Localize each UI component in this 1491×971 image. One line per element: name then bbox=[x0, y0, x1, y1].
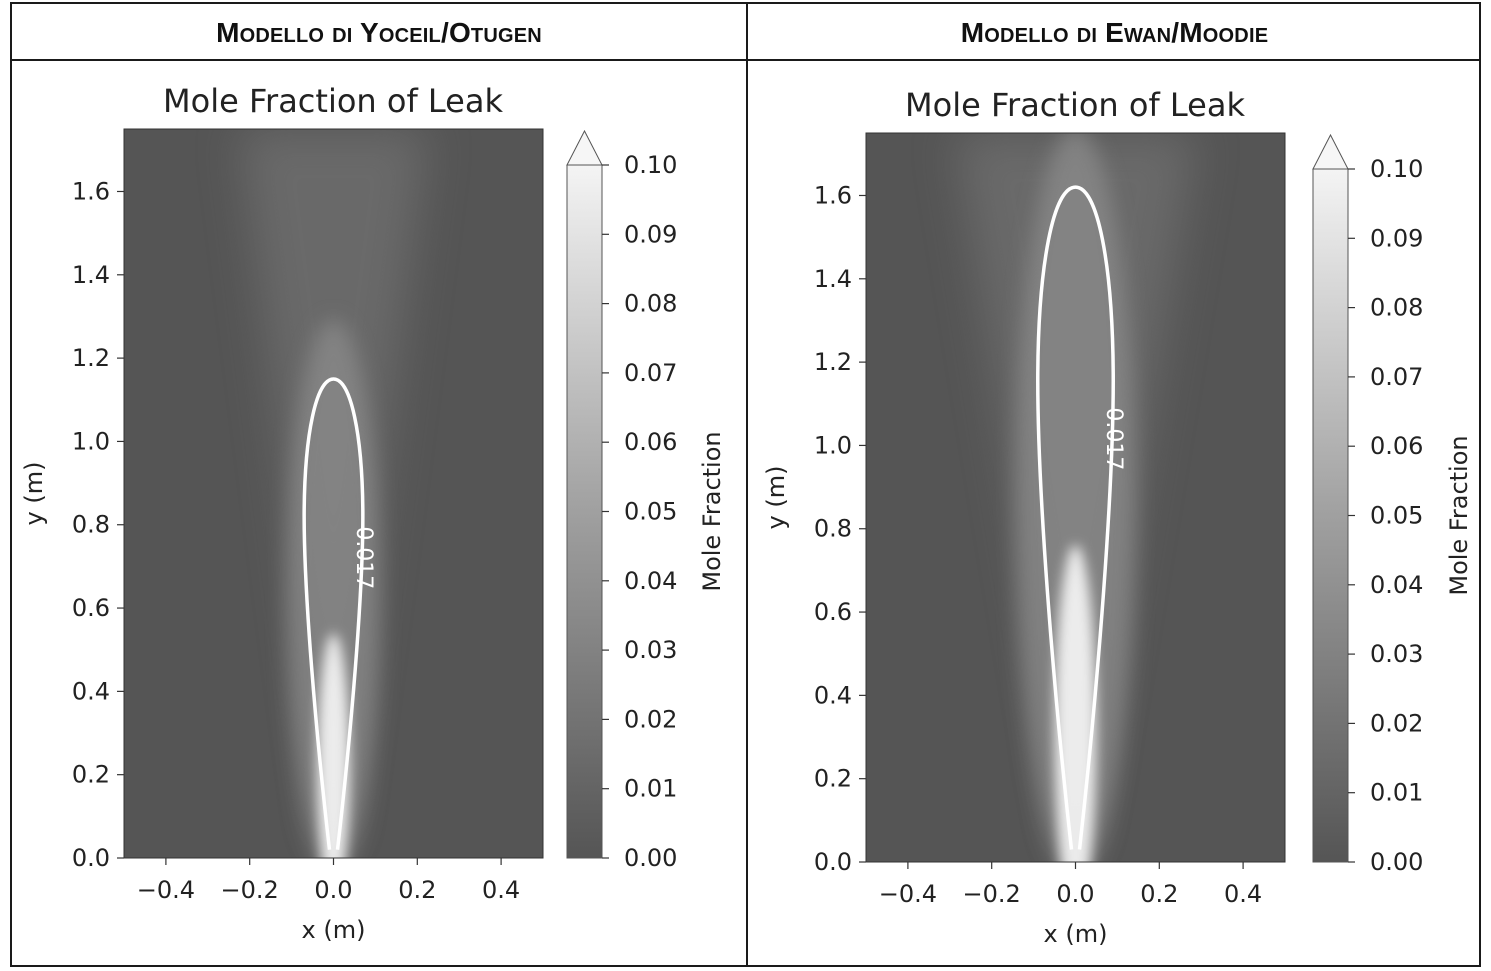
p1-y-tick-label: 1.0 bbox=[72, 427, 110, 455]
p1-y-tick-label: 0.8 bbox=[72, 511, 110, 539]
p2-chart-title: Mole Fraction of Leak bbox=[905, 86, 1245, 124]
p1-plume-core bbox=[317, 633, 350, 858]
p2-y-tick-label: 0.2 bbox=[814, 765, 852, 793]
p2-x-axis-label: x (m) bbox=[1044, 920, 1108, 948]
p2-plume-mid bbox=[1015, 133, 1136, 862]
p1-x-tick-label: 0.2 bbox=[398, 876, 436, 904]
p2-x-tick-label: −0.2 bbox=[963, 880, 1021, 908]
p2-colorbar bbox=[1312, 168, 1349, 863]
p2-colorbar-tick-label: 0.09 bbox=[1370, 224, 1423, 252]
p2-y-tick-label: 0.6 bbox=[814, 598, 852, 626]
p1-x-tick-label: −0.2 bbox=[221, 876, 279, 904]
p2-y-tick-label: 0.4 bbox=[814, 681, 852, 709]
p2-colorbar-tick-label: 0.02 bbox=[1370, 709, 1423, 737]
p1-contour-line bbox=[302, 377, 365, 850]
p1-x-tick-label: 0.0 bbox=[314, 876, 352, 904]
p2-x-tick-label: −0.4 bbox=[879, 880, 937, 908]
p2-x-tick-label: 0.4 bbox=[1224, 880, 1262, 908]
column-divider bbox=[746, 4, 748, 965]
p2-colorbar-tick-label: 0.03 bbox=[1370, 640, 1423, 668]
p2-y-tick-label: 0.8 bbox=[814, 515, 852, 543]
p1-colorbar-tick-label: 0.03 bbox=[624, 636, 677, 664]
p2-y-tick-label: 1.2 bbox=[814, 348, 852, 376]
p2-y-tick-label: 1.0 bbox=[814, 431, 852, 459]
p2-colorbar-tick-label: 0.04 bbox=[1370, 571, 1423, 599]
p1-contour-label: 0.017 bbox=[351, 526, 376, 589]
p1-y-axis-label: y (m) bbox=[20, 462, 48, 526]
p1-y-tick-label: 1.2 bbox=[72, 344, 110, 372]
p2-colorbar-tick-label: 0.10 bbox=[1370, 155, 1423, 183]
p2-colorbar-extend-arrow bbox=[1312, 133, 1349, 170]
p2-colorbar-tick-label: 0.08 bbox=[1370, 294, 1423, 322]
p2-colorbar-tick-label: 0.01 bbox=[1370, 779, 1423, 807]
p1-x-axis-label: x (m) bbox=[302, 916, 366, 944]
p1-colorbar-tick-label: 0.01 bbox=[624, 775, 677, 803]
p2-colorbar-label: Mole Fraction bbox=[1445, 435, 1473, 595]
p1-chart-title: Mole Fraction of Leak bbox=[163, 82, 503, 120]
p2-colorbar-tick-label: 0.00 bbox=[1370, 848, 1423, 876]
p1-y-tick-label: 1.6 bbox=[72, 177, 110, 205]
p2-y-axis-label: y (m) bbox=[762, 466, 790, 530]
p1-colorbar bbox=[566, 164, 603, 859]
p2-colorbar-tick-label: 0.06 bbox=[1370, 432, 1423, 460]
p1-y-tick-label: 0.0 bbox=[72, 844, 110, 872]
p1-y-tick-label: 0.4 bbox=[72, 677, 110, 705]
p1-colorbar-tick-label: 0.02 bbox=[624, 705, 677, 733]
p1-plume-mid bbox=[286, 319, 381, 858]
p2-y-tick-label: 1.6 bbox=[814, 181, 852, 209]
p1-colorbar-label: Mole Fraction bbox=[698, 431, 726, 591]
p1-colorbar-tick-label: 0.06 bbox=[624, 428, 677, 456]
p2-plume-field bbox=[954, 133, 1197, 862]
p2-colorbar-tick-label: 0.07 bbox=[1370, 363, 1423, 391]
p2-colorbar-tick-label: 0.05 bbox=[1370, 502, 1423, 530]
p1-colorbar-tick-label: 0.07 bbox=[624, 359, 677, 387]
header-row bbox=[12, 4, 1479, 61]
p1-x-tick-label: −0.4 bbox=[137, 876, 195, 904]
p1-colorbar-tick-label: 0.00 bbox=[624, 844, 677, 872]
p1-colorbar-tick-label: 0.10 bbox=[624, 151, 677, 179]
header-left: Modello di Yoceil/Otugen bbox=[216, 17, 542, 48]
p2-x-tick-label: 0.0 bbox=[1056, 880, 1094, 908]
p1-colorbar-tick-label: 0.08 bbox=[624, 290, 677, 318]
p1-x-tick-label: 0.4 bbox=[482, 876, 520, 904]
p1-y-tick-label: 0.6 bbox=[72, 594, 110, 622]
p1-colorbar-tick-label: 0.09 bbox=[624, 220, 677, 248]
p1-colorbar-extend-arrow bbox=[566, 129, 603, 166]
p1-colorbar-tick-label: 0.05 bbox=[624, 498, 677, 526]
p2-plume-core bbox=[1054, 544, 1097, 862]
p2-y-tick-label: 0.0 bbox=[814, 848, 852, 876]
p1-y-tick-label: 1.4 bbox=[72, 261, 110, 289]
p1-y-tick-label: 0.2 bbox=[72, 761, 110, 789]
p2-contour-line bbox=[1036, 185, 1115, 850]
p2-y-tick-label: 1.4 bbox=[814, 265, 852, 293]
p1-colorbar-tick-label: 0.04 bbox=[624, 567, 677, 595]
p2-contour-label: 0.017 bbox=[1101, 407, 1126, 470]
p2-x-tick-label: 0.2 bbox=[1140, 880, 1178, 908]
header-right: Modello di Ewan/Moodie bbox=[960, 17, 1269, 48]
